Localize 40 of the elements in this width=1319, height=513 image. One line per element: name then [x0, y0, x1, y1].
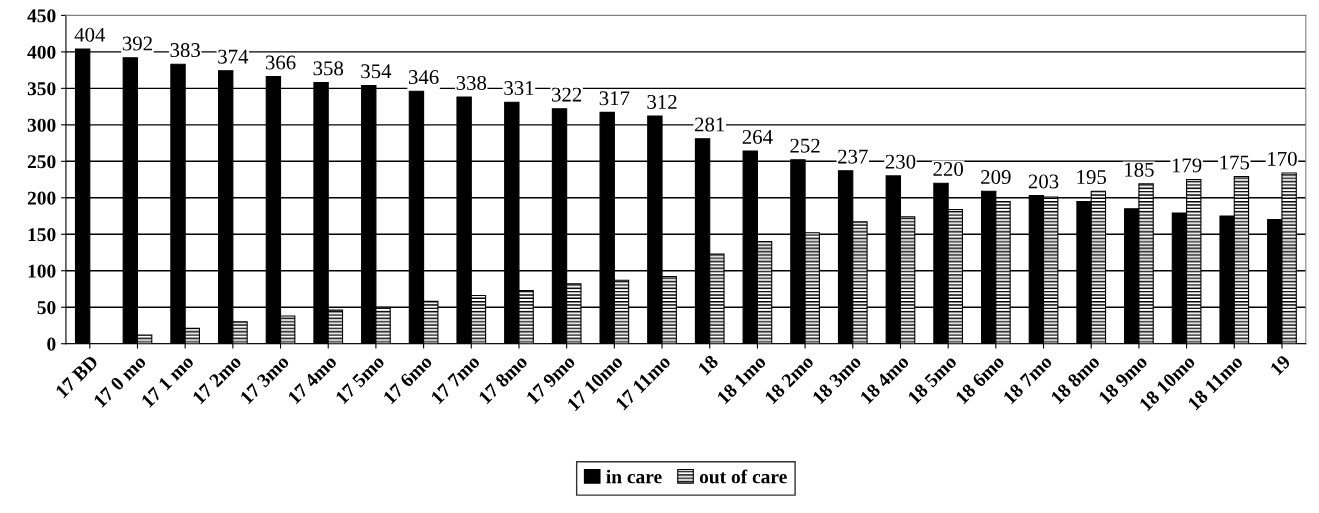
data-label: 322	[552, 87, 582, 102]
data-label: 185	[1125, 162, 1154, 177]
data-label: 264	[742, 129, 773, 144]
data-label: 317	[599, 91, 630, 106]
data-label: 338	[456, 75, 487, 90]
data-label: 195	[1077, 170, 1107, 185]
data-label: 281	[695, 117, 725, 132]
data-label: 209	[981, 170, 1011, 185]
data-label: 252	[790, 138, 820, 153]
data-label: 312	[647, 94, 677, 109]
data-label: 220	[933, 161, 963, 177]
y-tick-label: 200	[27, 191, 56, 205]
y-tick-label: 350	[27, 82, 56, 96]
legend-label: in care	[606, 469, 662, 484]
data-label: 392	[122, 36, 152, 51]
data-label: 230	[885, 154, 916, 169]
data-label: 170	[1268, 151, 1297, 166]
data-label: 346	[408, 70, 439, 85]
data-label: 331	[504, 81, 534, 96]
y-tick-label: 100	[28, 264, 56, 278]
y-tick-label: 250	[27, 155, 56, 169]
data-label: 374	[218, 49, 249, 64]
y-tick-label: 300	[27, 118, 56, 132]
y-tick-label: 400	[27, 45, 56, 59]
data-label: 404	[74, 27, 106, 42]
data-label: 383	[170, 43, 200, 58]
data-label: 366	[265, 55, 296, 70]
data-label: 358	[313, 61, 344, 76]
data-label: 237	[838, 149, 868, 164]
y-tick-label: 50	[37, 301, 56, 315]
data-label: 354	[361, 64, 392, 79]
data-label: 203	[1028, 174, 1059, 189]
y-tick-label: 150	[28, 228, 56, 242]
data-label: 175	[1220, 155, 1250, 170]
y-tick-label: 0	[47, 337, 56, 351]
legend-label: out of care	[699, 469, 787, 484]
x-tick-label: 18	[697, 354, 719, 376]
data-label: 179	[1172, 158, 1202, 173]
x-tick-label: 19	[1269, 354, 1292, 376]
y-tick-label: 450	[27, 9, 56, 23]
